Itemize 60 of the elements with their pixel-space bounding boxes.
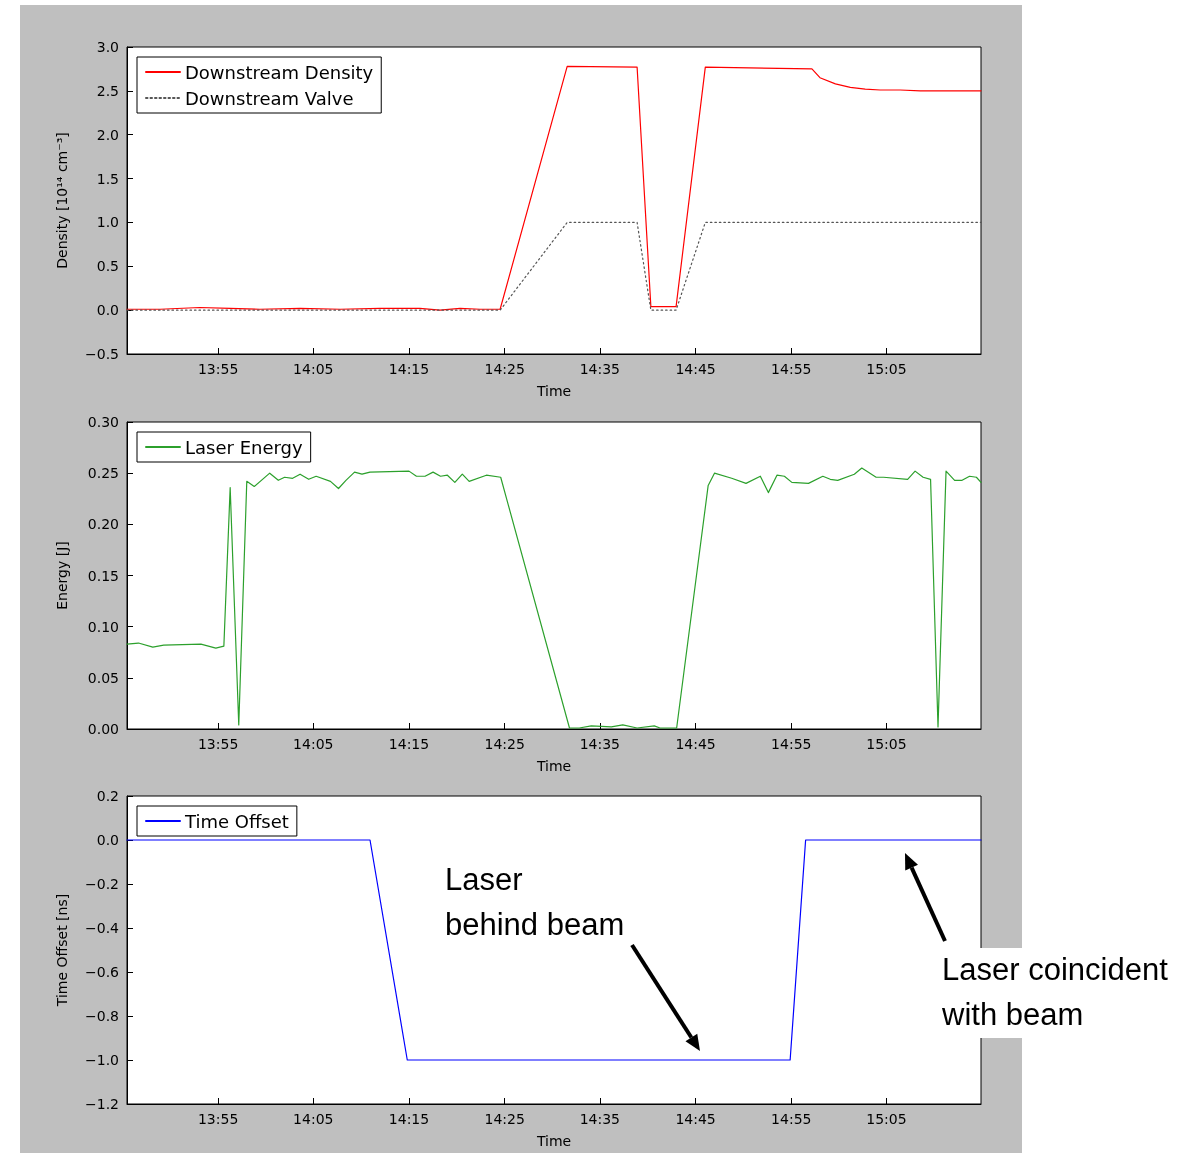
y-tick-label: −0.2	[85, 876, 119, 892]
y-tick-label: 1.5	[96, 170, 119, 187]
y-tick-label: 0.20	[87, 516, 119, 533]
y-tick-label: 0.05	[87, 669, 119, 686]
y-tick-label: 0.10	[87, 618, 119, 635]
line-series	[126, 65, 982, 311]
legend-label: Laser Energy	[185, 436, 303, 458]
x-axis-title: Time	[535, 1133, 572, 1149]
y-tick-label: 0.5	[96, 258, 119, 275]
x-tick-label: 15:05	[866, 361, 907, 377]
y-tick-label: −0.8	[85, 1008, 119, 1024]
y-tick-label: 0.00	[87, 721, 119, 737]
x-tick-label: 14:45	[675, 736, 716, 752]
y-tick-label: 0.0	[96, 302, 119, 319]
y-tick-label: 0.25	[87, 465, 119, 482]
x-tick-label: 13:55	[197, 361, 239, 377]
x-tick-label: 14:35	[579, 736, 621, 752]
y-tick-label: 3.0	[96, 39, 119, 55]
x-tick-label: 14:05	[293, 361, 334, 377]
y-tick-label: 0.30	[87, 414, 119, 430]
x-tick-label: 14:55	[771, 736, 812, 752]
y-tick-label: 0.15	[87, 567, 119, 584]
x-tick-label: 14:25	[484, 1111, 525, 1127]
y-tick-label: −0.4	[85, 920, 120, 936]
y-axis-title: Energy [J]	[54, 541, 70, 610]
x-tick-label: 14:25	[484, 736, 525, 752]
x-tick-label: 14:35	[579, 361, 621, 377]
x-tick-label: 14:45	[675, 361, 716, 377]
x-tick-label: 14:25	[484, 361, 525, 377]
x-tick-label: 15:05	[866, 736, 907, 752]
y-axis-title: Density [10¹⁴ cm⁻³]	[54, 132, 70, 269]
x-tick-label: 14:05	[293, 1111, 334, 1127]
y-tick-label: 2.0	[96, 126, 119, 143]
y-tick-label: −1.2	[85, 1096, 119, 1112]
y-tick-label: 0.0	[96, 832, 119, 848]
x-tick-label: 15:05	[866, 1111, 907, 1127]
x-tick-label: 14:15	[388, 361, 430, 377]
x-tick-label: 13:55	[197, 1111, 239, 1127]
legend-label: Time Offset	[184, 810, 289, 832]
x-axis-title: Time	[535, 758, 572, 774]
x-axis-title: Time	[535, 383, 572, 399]
x-tick-label: 14:45	[675, 1111, 716, 1127]
legend-label: Downstream Valve	[185, 87, 354, 109]
x-tick-label: 14:15	[388, 1111, 430, 1127]
x-tick-label: 14:55	[771, 1111, 812, 1127]
x-tick-label: 13:55	[197, 736, 239, 752]
y-tick-label: 2.5	[96, 82, 119, 99]
y-axis-title: Time Offset [ns]	[54, 893, 70, 1008]
y-tick-label: −0.6	[85, 964, 120, 980]
y-tick-label: 0.2	[96, 788, 119, 804]
legend-label: Downstream Density	[185, 61, 374, 83]
annotation: Laser coincident with beam	[942, 948, 1178, 1038]
annotation: Laser behind beam	[445, 861, 625, 944]
x-tick-label: 14:55	[771, 361, 812, 377]
x-tick-label: 14:05	[293, 736, 334, 752]
y-tick-label: −0.5	[85, 346, 119, 362]
y-tick-label: 1.0	[96, 214, 119, 231]
x-tick-label: 14:35	[579, 1111, 621, 1127]
y-tick-label: −1.0	[85, 1052, 119, 1068]
x-tick-label: 14:15	[388, 736, 430, 752]
